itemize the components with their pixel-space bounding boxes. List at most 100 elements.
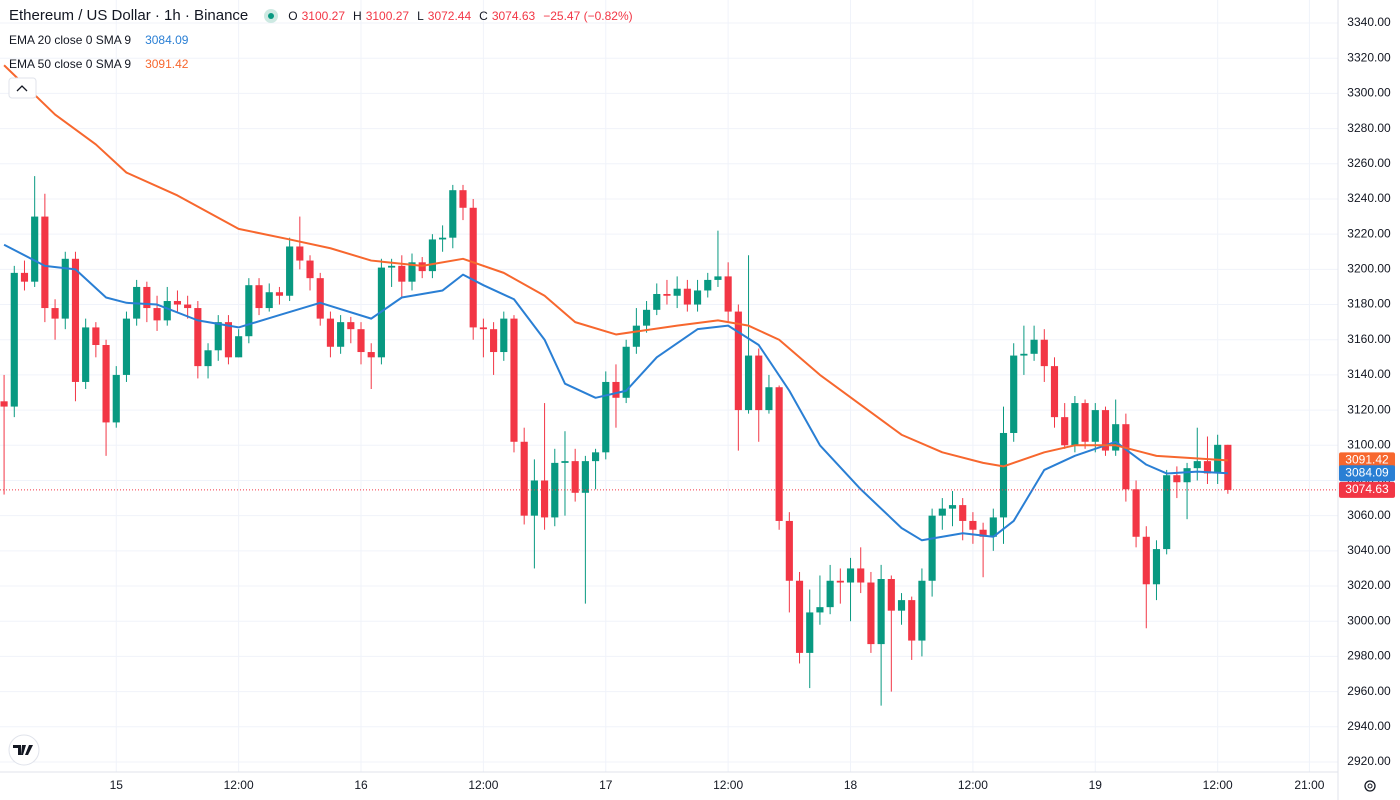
candle-body: [1020, 353, 1028, 356]
candle-body: [1193, 461, 1201, 469]
tv-logo[interactable]: [8, 734, 40, 766]
settings-icon[interactable]: [1364, 780, 1376, 792]
price-tag-label: 3091.42: [1345, 453, 1389, 467]
candle-body: [367, 352, 375, 358]
price-tag-label: 3074.63: [1345, 482, 1389, 496]
candle-body: [1081, 403, 1089, 442]
x-tick-label: 18: [844, 778, 858, 792]
candle-body: [1061, 417, 1069, 446]
x-tick-label: 19: [1089, 778, 1103, 792]
candle-body: [541, 480, 549, 518]
candle-body: [632, 325, 640, 347]
candle-body: [1173, 475, 1181, 483]
candle-body: [530, 480, 538, 516]
gear-hub: [1367, 783, 1373, 789]
collapse-button-box[interactable]: [8, 77, 37, 99]
x-tick-label: 15: [110, 778, 124, 792]
y-tick-label: 3240.00: [1347, 191, 1391, 205]
legend-ema50[interactable]: EMA 50 close 0 SMA 9 3091.42: [9, 57, 188, 71]
candle-body: [235, 336, 243, 358]
y-tick-label: 3320.00: [1347, 50, 1391, 64]
candle-body: [347, 322, 355, 330]
candle-body: [1142, 536, 1150, 585]
x-tick-label: 21:00: [1294, 778, 1324, 792]
y-tick-label: 3160.00: [1347, 332, 1391, 346]
grid: [0, 0, 1338, 772]
candle-body: [592, 452, 600, 462]
x-tick-label: 12:00: [958, 778, 988, 792]
candle-body: [908, 600, 916, 641]
candle-body: [826, 580, 834, 608]
candle-body: [1122, 424, 1130, 490]
y-tick-label: 3120.00: [1347, 402, 1391, 416]
candle-body: [918, 580, 926, 641]
candle-body: [51, 308, 59, 319]
candle-body: [755, 355, 763, 411]
candle-body: [642, 309, 651, 326]
candle-body: [255, 285, 263, 309]
gear[interactable]: [1364, 780, 1376, 792]
legend-ema20[interactable]: EMA 20 close 0 SMA 9 3084.09: [9, 33, 188, 47]
candle-body: [1224, 444, 1232, 490]
candle-body: [897, 600, 906, 611]
candle-body: [979, 529, 987, 537]
candle-body: [214, 322, 222, 351]
collapse-button[interactable]: [8, 77, 37, 99]
price-tag: [1339, 465, 1395, 482]
legend-value: 3091.42: [145, 57, 189, 71]
candle-body: [82, 327, 90, 382]
candle-body: [153, 308, 161, 321]
legend-value: 3084.09: [145, 33, 189, 47]
candle-body: [765, 387, 773, 411]
candle-body: [0, 401, 8, 407]
legend-label: EMA 50 close 0 SMA 9: [9, 57, 132, 71]
candle-body: [92, 327, 100, 346]
candle-body: [112, 374, 120, 423]
candle-body: [928, 515, 936, 581]
candle-body: [561, 461, 569, 463]
candle-body: [602, 381, 610, 453]
candle-body: [102, 345, 110, 423]
candle-body: [1163, 475, 1171, 550]
x-tick-label: 16: [354, 778, 368, 792]
y-tick-label: 3040.00: [1347, 543, 1391, 557]
candle-body: [173, 301, 182, 305]
x-tick-label: 12:00: [713, 778, 743, 792]
legend-label: EMA 20 close 0 SMA 9: [9, 33, 132, 47]
price-tag-label: 3084.09: [1345, 465, 1389, 479]
candle-body: [326, 318, 334, 347]
candle-body: [744, 355, 753, 411]
change: −25.47 (−0.82%): [543, 8, 633, 23]
candle-body: [1010, 355, 1018, 433]
candle-body: [724, 276, 732, 312]
candle-body: [398, 265, 406, 282]
y-tick-label: 3100.00: [1347, 437, 1391, 451]
price-tag: [1339, 452, 1395, 469]
candle-body: [265, 292, 273, 309]
candle-body: [877, 579, 885, 645]
candle-body: [1183, 468, 1191, 483]
candle-body: [887, 579, 895, 611]
candle-body: [683, 288, 691, 305]
ohlc-letter: C: [479, 8, 488, 23]
candle-body: [194, 308, 202, 367]
candle-body: [867, 582, 875, 645]
candle-body: [612, 381, 620, 398]
candle-body: [439, 237, 447, 240]
candle-body: [459, 190, 467, 208]
y-tick-label: 3220.00: [1347, 226, 1391, 240]
candle-body: [948, 505, 957, 509]
candle-body: [10, 272, 18, 407]
ohlc-value: 3100.27: [365, 8, 410, 23]
y-tick-label: 3200.00: [1347, 262, 1391, 276]
candle-body: [938, 508, 946, 516]
candle-body: [795, 580, 804, 653]
collapse-icon: [16, 85, 28, 92]
candle-body: [989, 517, 997, 537]
candle-body: [449, 190, 457, 238]
logo-mark: [13, 745, 33, 755]
y-tick-label: 2940.00: [1347, 719, 1391, 733]
candle-body: [1071, 403, 1079, 446]
